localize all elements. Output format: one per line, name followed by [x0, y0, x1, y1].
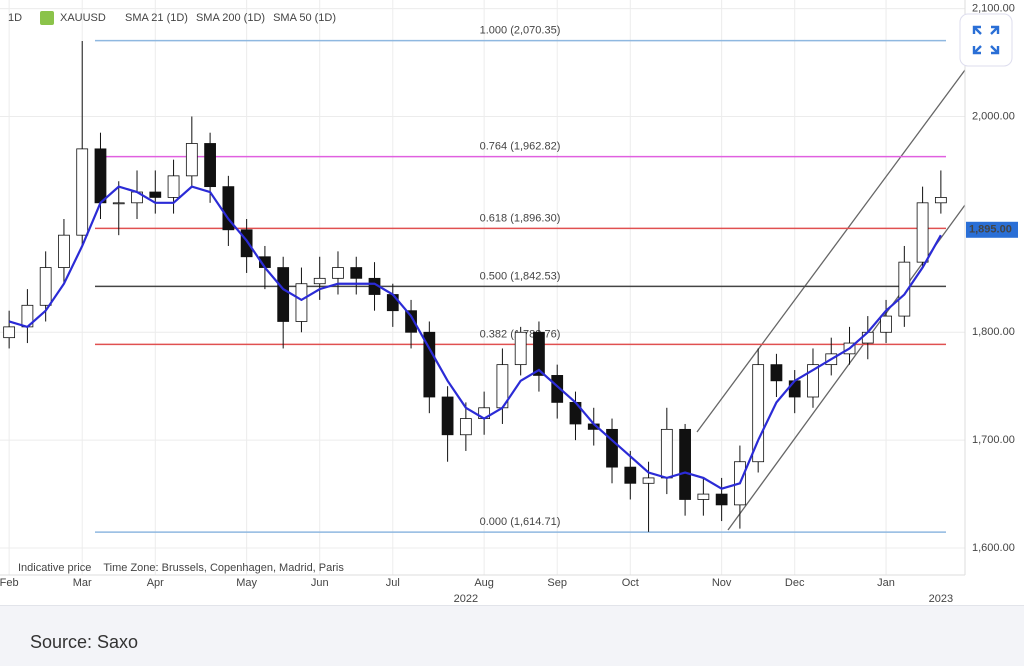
candle-body [332, 267, 344, 279]
candle-body [679, 428, 691, 500]
y-tick-label: 2,100.00 [972, 3, 1015, 15]
candle-body [916, 202, 929, 263]
x-tick-label: Aug [474, 577, 494, 589]
candle-body [94, 148, 107, 204]
candle-body [39, 267, 52, 306]
candle-body [898, 261, 911, 317]
year-label: 2022 [454, 593, 478, 605]
caption: Source: Saxo [30, 632, 139, 652]
fib-label: 0.000 (1,614.71) [480, 516, 561, 528]
channel-line [696, 69, 966, 433]
candle-body [642, 477, 655, 484]
candle-body [459, 418, 472, 436]
candle-body [697, 493, 710, 500]
candle-body [788, 380, 801, 398]
x-tick-label: Mar [73, 577, 92, 589]
x-tick-label: Dec [785, 577, 805, 589]
candle-body [551, 375, 564, 403]
legend-entry: SMA 50 (1D) [273, 12, 336, 24]
footer-note: Indicative price [18, 562, 91, 574]
candle-body [533, 331, 545, 376]
interval: 1D [8, 12, 22, 24]
fullscreen-icon[interactable] [972, 25, 1000, 55]
candle-body [58, 234, 70, 268]
x-tick-label: Sep [547, 577, 567, 589]
price-tag [966, 221, 1018, 238]
fib-label: 1.000 (2,070.35) [480, 25, 561, 37]
x-tick-label: Jan [877, 577, 895, 589]
footer-note: Time Zone: Brussels, Copenhagen, Madrid,… [103, 562, 344, 574]
y-tick-label: 1,600.00 [972, 542, 1015, 554]
candle-body [880, 315, 892, 333]
candle-body [240, 229, 253, 258]
fib-label: 0.618 (1,896.30) [480, 212, 561, 224]
candle-body [715, 493, 728, 506]
candle-body [350, 267, 363, 279]
y-tick-label: 1,700.00 [972, 434, 1015, 446]
price-tag-label: 1,895.00 [969, 224, 1012, 236]
symbol: XAUUSD [60, 12, 106, 24]
candle-body [3, 326, 16, 339]
symbol-icon [40, 11, 54, 25]
candle-body [313, 277, 326, 285]
candle-body [185, 143, 198, 177]
x-tick-label: Feb [0, 577, 19, 589]
x-tick-label: Oct [622, 577, 639, 589]
candle-body [624, 466, 637, 484]
y-tick-label: 1,800.00 [972, 326, 1015, 338]
x-tick-label: Jul [386, 577, 400, 589]
candle-body [660, 428, 673, 479]
y-tick-label: 2,000.00 [972, 110, 1015, 122]
fib-label: 0.500 (1,842.53) [480, 270, 561, 282]
candle-body [770, 364, 783, 382]
x-tick-label: Apr [147, 577, 164, 589]
candle-body [514, 331, 527, 366]
year-label: 2023 [929, 593, 953, 605]
x-tick-label: May [236, 577, 257, 589]
candle-body [204, 143, 216, 188]
candle-body [277, 267, 290, 322]
x-tick-label: Nov [712, 577, 732, 589]
candle-body [934, 197, 947, 204]
fib-label: 0.764 (1,962.82) [480, 141, 561, 153]
caption-bar: Source: Saxo [0, 605, 1024, 666]
candle-body [295, 283, 308, 322]
candle-body [149, 191, 162, 198]
button-frame[interactable] [959, 13, 1013, 67]
candle-body [386, 294, 399, 312]
sma-line [8, 185, 942, 490]
candle-body [76, 148, 89, 236]
candle-body [606, 428, 618, 468]
candle-body [423, 331, 436, 398]
candle-body [167, 175, 180, 198]
candle-body [405, 310, 417, 333]
candle-body [807, 364, 819, 398]
candle-body [441, 396, 454, 436]
candle-body [112, 202, 125, 205]
candle-body [861, 331, 874, 344]
background [0, 0, 1024, 605]
legend-entry: SMA 21 (1D) [125, 12, 188, 24]
chart: 1,600.00 1,700.00 1,800.00 2,000.00 2,100.00… [0, 0, 1024, 605]
candle-body [752, 364, 765, 463]
legend-entry: SMA 200 (1D) [196, 12, 265, 24]
x-tick-label: Jun [311, 577, 329, 589]
fullscreen-button[interactable] [959, 13, 1013, 67]
candle-body [222, 186, 235, 231]
